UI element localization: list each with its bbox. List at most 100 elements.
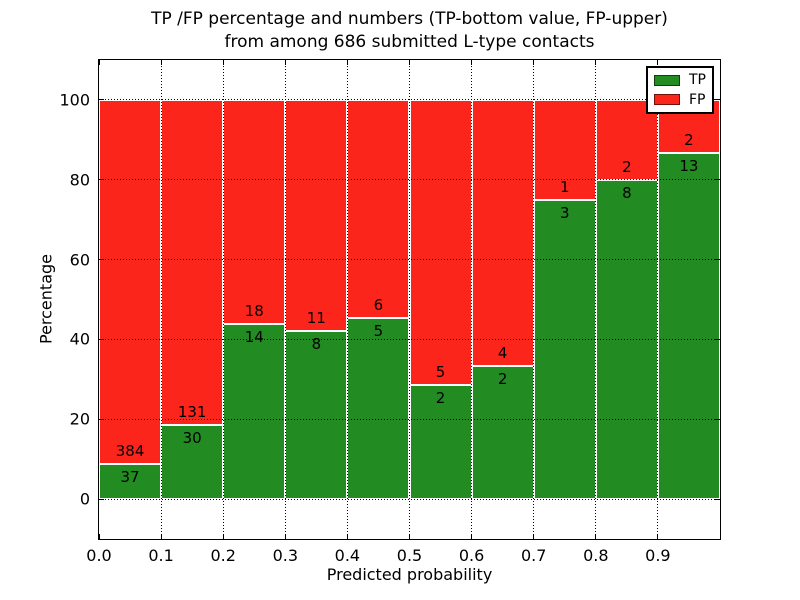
- chart-title: TP /FP percentage and numbers (TP-bottom…: [99, 8, 720, 54]
- fp-count-label: 6: [373, 295, 384, 314]
- tp-count-label: 37: [120, 468, 140, 486]
- fp-bar-segment: [285, 99, 348, 331]
- x-tick-mark: [533, 60, 535, 65]
- x-tick-mark: [222, 60, 224, 65]
- x-tick-mark: [346, 60, 348, 65]
- x-tick-mark: [98, 534, 100, 539]
- tp-count-label: 13: [679, 157, 699, 176]
- y-tick-mark: [99, 498, 104, 500]
- chart-title-line1: TP /FP percentage and numbers (TP-bottom…: [151, 9, 668, 29]
- x-tick-mark: [657, 60, 659, 65]
- x-tick-mark: [284, 534, 286, 539]
- legend-entry-tp: TP: [654, 73, 706, 87]
- x-tick-label: 0.9: [645, 546, 671, 565]
- y-tick-mark: [99, 99, 104, 101]
- y-tick-mark: [715, 498, 720, 500]
- vertical-gridline: [409, 60, 410, 539]
- tp-bar-segment: [657, 153, 720, 500]
- y-tick-mark: [715, 338, 720, 340]
- vertical-gridline: [222, 60, 224, 539]
- tp-count-label: 8: [622, 183, 632, 202]
- vertical-gridline: [160, 60, 162, 539]
- tp-bar-segment: [285, 331, 348, 500]
- tp-bar-segment: [223, 324, 286, 500]
- x-tick-mark: [284, 60, 286, 65]
- x-tick-label: 0.4: [334, 546, 361, 565]
- tp-count-label: 3: [559, 203, 570, 222]
- x-tick-mark: [595, 534, 597, 539]
- fp-bar-segment: [347, 99, 410, 318]
- x-tick-label: 0.0: [86, 546, 112, 565]
- x-tick-mark: [533, 534, 535, 539]
- legend-swatch-tp-icon: [654, 74, 680, 86]
- x-tick-mark: [719, 534, 721, 539]
- legend-label-fp: FP: [689, 91, 706, 108]
- x-tick-mark: [346, 534, 348, 539]
- y-tick-label: 20: [69, 409, 90, 429]
- tp-bar-segment: [99, 464, 162, 500]
- vertical-gridline: [471, 60, 473, 539]
- legend-entry-fp: FP: [654, 93, 706, 107]
- fp-bar-segment: [533, 99, 596, 200]
- chart-title-line2: from among 686 submitted L-type contacts: [224, 32, 595, 52]
- tp-bar-segment: [409, 385, 472, 500]
- x-tick-mark: [471, 534, 473, 539]
- y-tick-mark: [715, 418, 720, 420]
- y-tick-label: 40: [69, 329, 90, 349]
- y-tick-mark: [715, 179, 720, 181]
- x-tick-label: 0.3: [272, 546, 299, 565]
- fp-count-label: 384: [115, 442, 145, 460]
- vertical-gridline: [284, 60, 286, 539]
- vertical-gridline: [657, 60, 659, 539]
- x-tick-mark: [719, 60, 721, 65]
- y-tick-mark: [715, 259, 720, 261]
- fp-bar-segment: [471, 99, 534, 367]
- tp-count-label: 30: [182, 428, 202, 447]
- x-axis-label: Predicted probability: [326, 565, 493, 584]
- y-tick-mark: [99, 338, 104, 340]
- fp-count-label: 18: [244, 302, 264, 321]
- x-tick-label: 0.1: [148, 546, 174, 565]
- legend-swatch-fp-icon: [654, 94, 680, 106]
- tp-bar-segment: [533, 199, 596, 500]
- tp-count-label: 8: [311, 335, 322, 353]
- x-tick-label: 0.6: [458, 546, 485, 565]
- plot-area: 384 37 131 30 18 14 11 8 6 5 5 2 4 2 1 3 2 8 2 13: [98, 59, 721, 540]
- x-tick-label: 0.5: [396, 546, 423, 565]
- vertical-gridline: [595, 60, 597, 539]
- y-tick-mark: [99, 179, 104, 181]
- x-tick-mark: [409, 60, 410, 65]
- fp-bar-segment: [409, 99, 472, 386]
- fp-count-label: 2: [622, 157, 632, 176]
- y-tick-label: 100: [59, 90, 90, 110]
- vertical-gridline: [346, 60, 348, 539]
- y-tick-label: 0: [79, 489, 90, 509]
- x-tick-label: 0.2: [210, 546, 236, 565]
- tp-bar-segment: [347, 317, 410, 500]
- fp-count-label: 5: [435, 363, 446, 382]
- x-tick-mark: [160, 60, 162, 65]
- fp-count-label: 2: [684, 131, 694, 150]
- fp-count-label: 4: [497, 344, 508, 363]
- x-tick-mark: [471, 60, 473, 65]
- vertical-gridline: [533, 60, 535, 539]
- x-tick-mark: [595, 60, 597, 65]
- tp-count-label: 5: [373, 321, 384, 340]
- fp-count-label: 131: [177, 402, 207, 421]
- y-tick-mark: [99, 418, 104, 420]
- tp-count-label: 2: [497, 370, 508, 389]
- x-tick-mark: [409, 534, 410, 539]
- y-tick-mark: [99, 259, 104, 261]
- tp-bar-segment: [471, 366, 534, 500]
- legend: TP FP: [646, 66, 714, 114]
- tp-bar-segment: [161, 424, 224, 500]
- x-tick-mark: [657, 534, 659, 539]
- x-tick-label: 0.7: [520, 546, 547, 565]
- fp-bar-segment: [99, 99, 162, 464]
- x-tick-mark: [98, 60, 100, 65]
- fp-count-label: 11: [306, 309, 326, 327]
- x-tick-mark: [222, 534, 224, 539]
- y-tick-label: 60: [69, 250, 90, 270]
- fp-bar-segment: [223, 99, 286, 325]
